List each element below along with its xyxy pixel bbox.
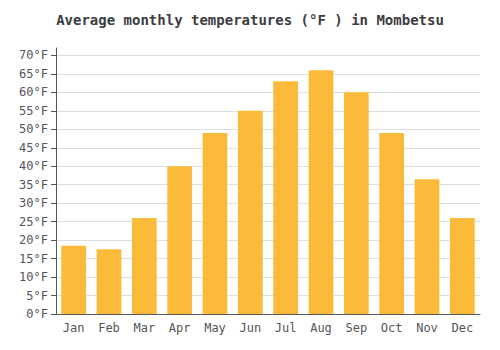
svg-text:40°F: 40°F xyxy=(19,159,48,173)
svg-text:Dec: Dec xyxy=(451,321,473,335)
svg-text:Jan: Jan xyxy=(63,321,85,335)
svg-text:25°F: 25°F xyxy=(19,215,48,229)
svg-text:Oct: Oct xyxy=(381,321,403,335)
svg-text:60°F: 60°F xyxy=(19,85,48,99)
svg-text:Apr: Apr xyxy=(169,321,191,335)
svg-text:0°F: 0°F xyxy=(26,307,48,321)
svg-text:Mar: Mar xyxy=(133,321,155,335)
svg-text:Nov: Nov xyxy=(416,321,438,335)
svg-text:35°F: 35°F xyxy=(19,178,48,192)
svg-text:55°F: 55°F xyxy=(19,104,48,118)
svg-text:Feb: Feb xyxy=(98,321,120,335)
svg-text:50°F: 50°F xyxy=(19,122,48,136)
svg-text:Sep: Sep xyxy=(345,321,367,335)
svg-text:May: May xyxy=(204,321,226,335)
svg-text:Jul: Jul xyxy=(275,321,297,335)
svg-text:15°F: 15°F xyxy=(19,252,48,266)
svg-text:Aug: Aug xyxy=(310,321,332,335)
svg-text:5°F: 5°F xyxy=(26,289,48,303)
svg-text:30°F: 30°F xyxy=(19,196,48,210)
svg-text:20°F: 20°F xyxy=(19,233,48,247)
svg-text:70°F: 70°F xyxy=(19,48,48,62)
svg-text:Jun: Jun xyxy=(239,321,261,335)
svg-text:Average monthly temperatures (: Average monthly temperatures (°F ) in Mo… xyxy=(56,12,444,28)
svg-text:10°F: 10°F xyxy=(19,270,48,284)
svg-text:45°F: 45°F xyxy=(19,141,48,155)
svg-text:65°F: 65°F xyxy=(19,67,48,81)
